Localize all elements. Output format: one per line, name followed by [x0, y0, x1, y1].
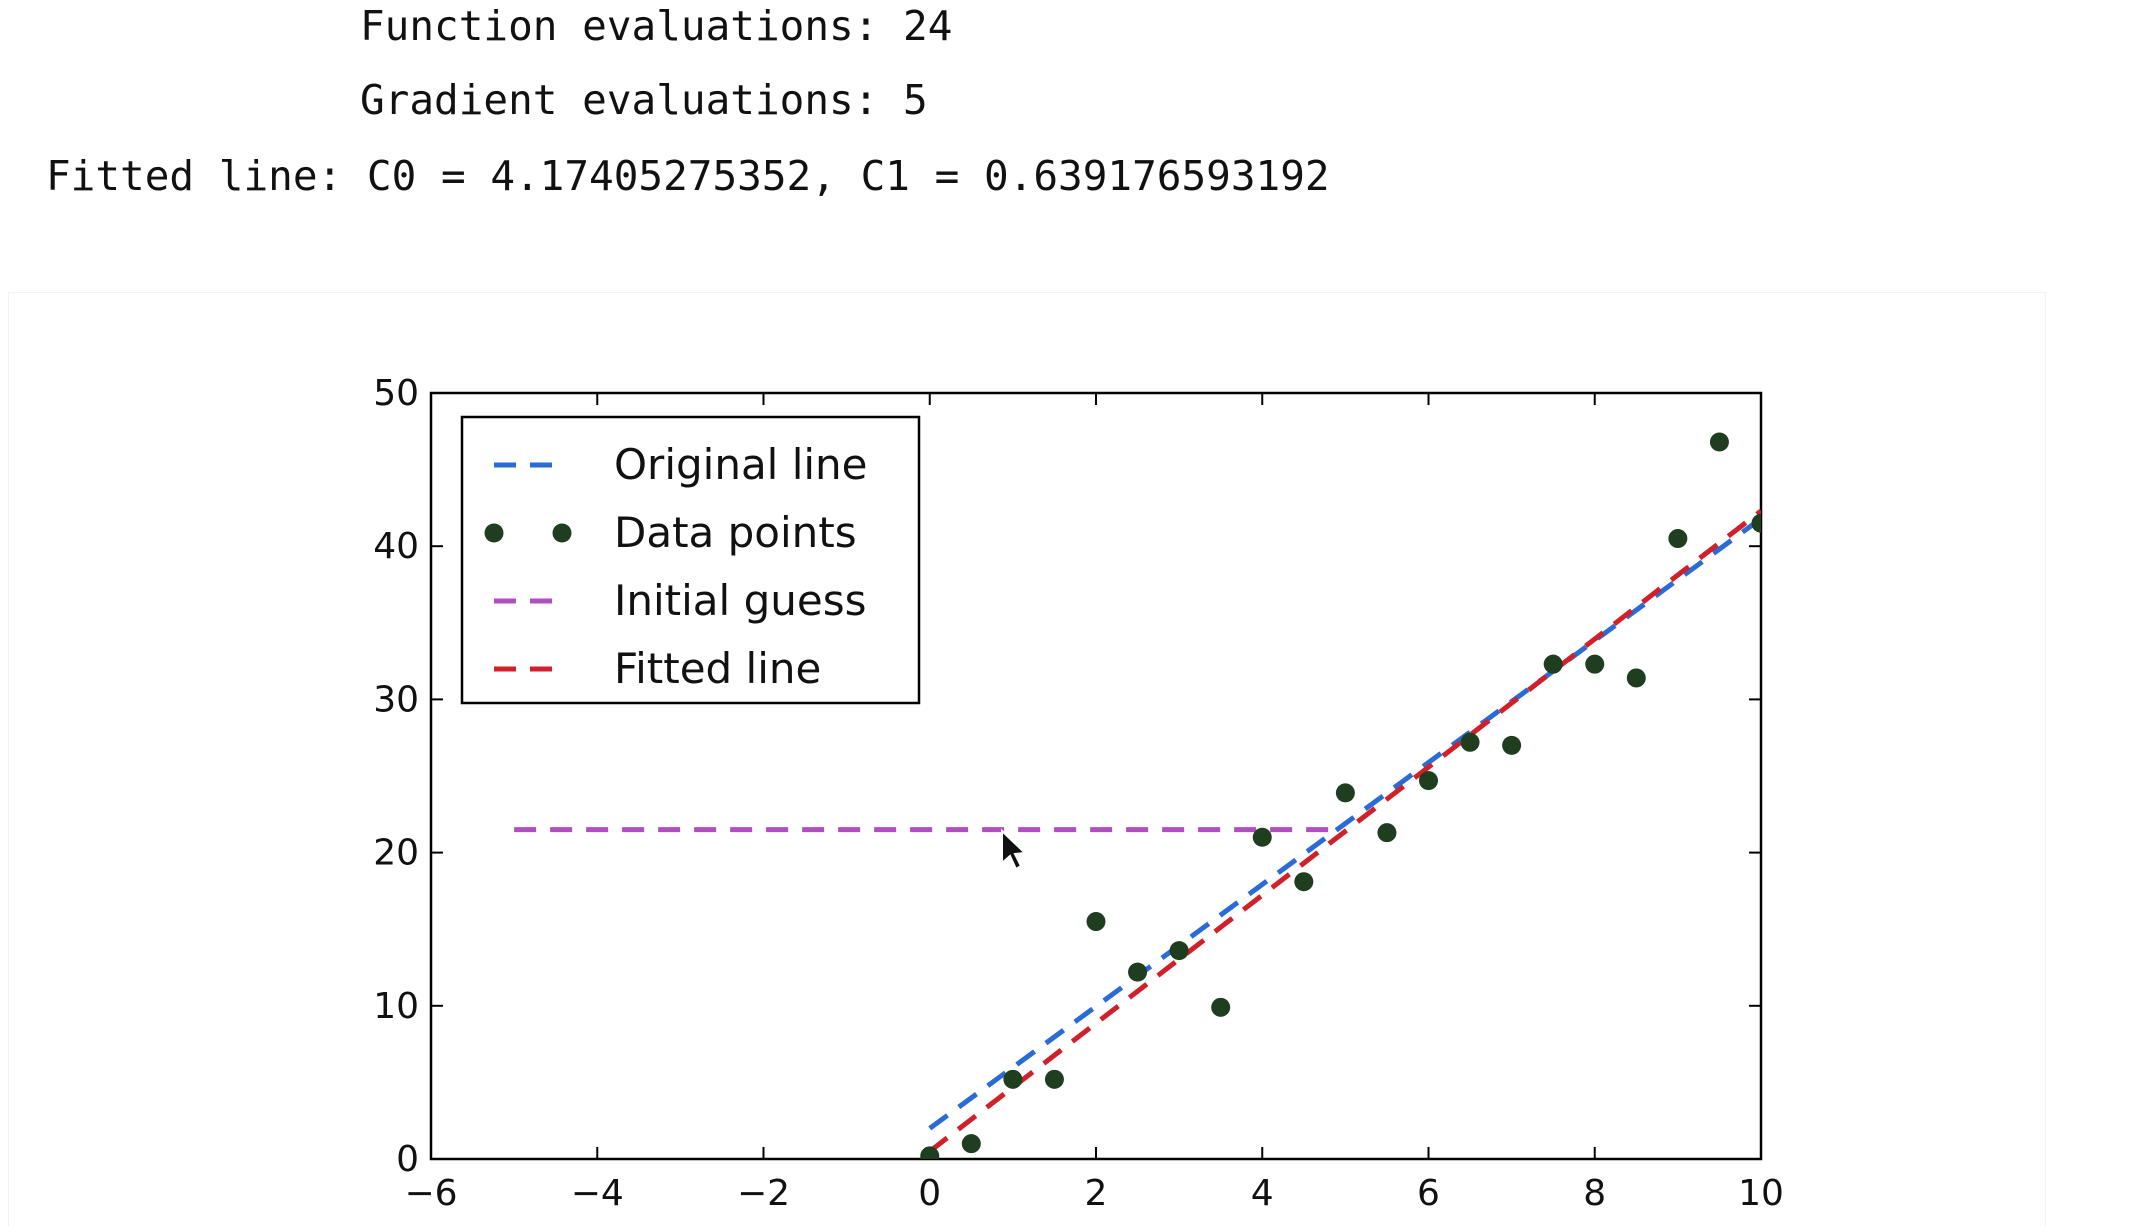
data-point	[1044, 1069, 1064, 1089]
x-tick-label: −6	[404, 1173, 457, 1214]
data-point	[1211, 997, 1231, 1017]
data-point	[1709, 432, 1729, 452]
data-point	[1626, 668, 1646, 688]
x-tick-label: 10	[1738, 1173, 1784, 1214]
fitted-line-text: Fitted line: C0 = 4.17405275352, C1 = 0.…	[46, 152, 1330, 200]
legend-swatch	[552, 523, 572, 543]
legend-label: Original line	[614, 440, 868, 489]
legend-entry-initial-guess: Initial guess	[494, 576, 866, 625]
x-tick-label: 6	[1417, 1173, 1440, 1214]
fitted-line-series	[928, 508, 1761, 1154]
plot-output-area: −6 −4 −2 0 2 4 6 8 10 0 10 20 30 40 50 Original line Da…	[8, 292, 2046, 1226]
data-point	[1335, 783, 1355, 803]
data-point	[1377, 823, 1397, 843]
y-tick-label: 10	[373, 986, 419, 1027]
data-point	[1294, 872, 1314, 892]
x-tick-label: −4	[571, 1173, 624, 1214]
mouse-cursor-icon	[1001, 828, 1028, 871]
gradient-evaluations-text: Gradient evaluations: 5	[360, 76, 928, 124]
y-tick-label: 30	[373, 679, 419, 720]
x-tick-label: −2	[737, 1173, 790, 1214]
x-tick-label: 0	[918, 1173, 941, 1214]
legend-label: Fitted line	[614, 644, 821, 693]
y-tick-label: 20	[373, 833, 419, 874]
data-point	[920, 1146, 940, 1159]
legend-label: Data points	[614, 508, 857, 557]
legend-entry-original-line: Original line	[494, 440, 868, 489]
data-point	[1252, 827, 1272, 847]
data-point	[1502, 735, 1522, 755]
original-line-series	[928, 516, 1761, 1131]
console-output: Function evaluations: 24 Gradient evalua…	[0, 0, 2156, 280]
data-point	[1128, 962, 1148, 982]
data-point	[961, 1134, 981, 1154]
y-tick-label: 50	[373, 373, 419, 414]
data-point	[1668, 529, 1688, 549]
data-point	[1585, 654, 1605, 674]
data-point	[1419, 771, 1438, 791]
data-point	[1460, 732, 1480, 752]
scatter-chart: −6 −4 −2 0 2 4 6 8 10 0 10 20 30 40 50 Original line Da…	[373, 373, 1784, 1214]
legend-entry-fitted-line: Fitted line	[494, 644, 821, 693]
x-tick-label: 8	[1583, 1173, 1606, 1214]
data-point	[1003, 1069, 1023, 1089]
data-point	[1543, 654, 1563, 674]
series-layer	[514, 432, 1761, 1159]
legend-label: Initial guess	[614, 576, 866, 625]
function-evaluations-text: Function evaluations: 24	[360, 2, 953, 50]
legend-entry-data-points: Data points	[484, 508, 857, 557]
y-tick-label: 0	[396, 1139, 419, 1180]
data-point	[1169, 941, 1189, 961]
x-tick-label: 2	[1085, 1173, 1108, 1214]
data-point	[1751, 513, 1761, 533]
legend-swatch	[484, 523, 504, 543]
x-tick-label: 4	[1251, 1173, 1274, 1214]
data-point	[1086, 912, 1106, 932]
y-tick-label: 40	[373, 526, 419, 567]
